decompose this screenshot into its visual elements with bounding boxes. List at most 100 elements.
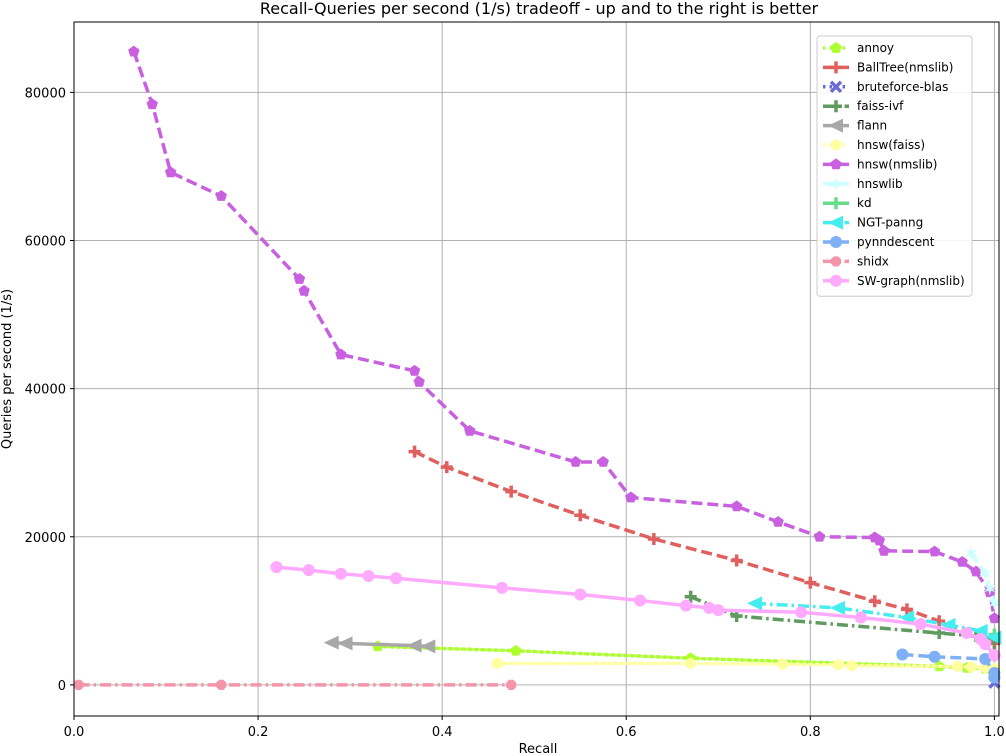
data-point-hnsw-nmslib bbox=[164, 166, 177, 178]
data-point-hnsw-nmslib bbox=[730, 500, 743, 512]
data-point-balltree-nmslib bbox=[647, 532, 660, 545]
data-point-hnsw-faiss bbox=[685, 657, 696, 670]
legend-label-annoy: annoy bbox=[857, 41, 894, 55]
y-tick-label: 80000 bbox=[25, 86, 66, 101]
legend-item-hnsw-faiss: hnsw(faiss) bbox=[823, 138, 925, 152]
data-point-hnsw-faiss bbox=[966, 661, 977, 674]
data-point-sw-graph-nmslib bbox=[988, 649, 1001, 662]
data-point-hnsw-faiss bbox=[846, 659, 857, 672]
data-point-sw-graph-nmslib bbox=[979, 638, 992, 651]
y-tick-label: 60000 bbox=[25, 234, 66, 249]
legend-item-flann: flann bbox=[823, 118, 887, 133]
data-point-hnsw-nmslib bbox=[813, 530, 826, 542]
data-point-balltree-nmslib bbox=[868, 595, 881, 608]
data-point-hnsw-faiss bbox=[832, 658, 844, 671]
data-point-sw-graph-nmslib bbox=[795, 606, 808, 619]
legend-item-pynndescent: pynndescent bbox=[823, 235, 935, 249]
data-point-hnswlib bbox=[979, 566, 992, 581]
data-point-annoy bbox=[510, 644, 522, 656]
data-point-hnsw-nmslib bbox=[146, 98, 158, 110]
data-point-hnswlib bbox=[965, 546, 978, 561]
legend-item-annoy: annoy bbox=[823, 41, 894, 55]
data-point-hnsw-nmslib bbox=[988, 612, 1001, 624]
x-tick-label: 1.0 bbox=[984, 725, 1005, 740]
data-point-pynndescent bbox=[979, 652, 992, 665]
data-point-sw-graph-nmslib bbox=[334, 567, 347, 580]
data-point-balltree-nmslib bbox=[440, 461, 453, 474]
series-line-hnswlib bbox=[969, 552, 997, 604]
data-point-ngt-panng bbox=[829, 600, 845, 615]
data-point-flann bbox=[337, 636, 353, 651]
legend-marker-hnswlib bbox=[829, 176, 843, 191]
legend-box bbox=[816, 35, 973, 297]
data-point-hnsw-nmslib bbox=[878, 544, 890, 556]
x-tick-label: 0.8 bbox=[800, 725, 821, 740]
series-layer bbox=[73, 45, 1002, 690]
data-point-flann bbox=[420, 639, 436, 654]
data-point-ngt-panng bbox=[898, 610, 914, 625]
data-point-balltree-nmslib bbox=[804, 576, 817, 589]
legend-label-flann: flann bbox=[857, 119, 887, 133]
axis-ticks: 0.0 0.2 0.4 0.6 0.8 1.0 0 20000 40000 60000 80000 bbox=[25, 86, 1005, 740]
legend-marker-shidx bbox=[830, 256, 842, 267]
legend-marker-ngt-panng bbox=[828, 215, 843, 230]
series-hnswlib bbox=[965, 546, 1001, 611]
legend-marker-hnsw-nmslib bbox=[830, 158, 842, 170]
data-point-sw-graph-nmslib bbox=[703, 601, 716, 614]
legend-label-pynndescent: pynndescent bbox=[857, 235, 935, 249]
legend-marker-pynndescent bbox=[830, 236, 842, 248]
legend-marker-sw-graph-nmslib bbox=[830, 274, 842, 287]
series-shidx bbox=[73, 679, 517, 690]
legend-label-ngt-panng: NGT-panng bbox=[857, 216, 923, 230]
data-point-pynndescent bbox=[896, 648, 909, 661]
data-point-balltree-nmslib bbox=[408, 445, 421, 458]
data-point-balltree-nmslib bbox=[730, 554, 743, 567]
data-point-hnsw-faiss bbox=[952, 660, 963, 673]
legend-item-kd: kd bbox=[823, 196, 872, 210]
legend: annoy BallTree(nmslib) bruteforce-blas fais… bbox=[816, 35, 973, 297]
data-point-sw-graph-nmslib bbox=[390, 572, 403, 585]
legend-item-ngt-panng: NGT-panng bbox=[823, 215, 923, 230]
legend-label-hnsw-faiss: hnsw(faiss) bbox=[857, 138, 925, 152]
data-point-sw-graph-nmslib bbox=[712, 604, 725, 617]
data-point-hnsw-nmslib bbox=[464, 424, 476, 436]
y-axis-title: Queries per second (1/s) bbox=[0, 289, 15, 449]
data-point-shidx bbox=[216, 679, 227, 690]
data-point-sw-graph-nmslib bbox=[960, 627, 973, 640]
legend-label-hnsw-nmslib: hnsw(nmslib) bbox=[857, 157, 937, 171]
legend-label-bruteforce-blas: bruteforce-blas bbox=[857, 80, 948, 94]
data-point-hnsw-nmslib bbox=[625, 491, 637, 503]
data-point-faiss-ivf bbox=[684, 590, 697, 603]
data-point-flann bbox=[323, 635, 339, 650]
data-point-hnsw-nmslib bbox=[408, 364, 421, 376]
legend-label-sw-graph-nmslib: SW-graph(nmslib) bbox=[857, 274, 965, 288]
data-point-hnsw-nmslib bbox=[293, 273, 306, 284]
data-point-balltree-nmslib bbox=[900, 603, 913, 616]
data-point-sw-graph-nmslib bbox=[680, 599, 693, 612]
data-point-sw-graph-nmslib bbox=[362, 570, 375, 583]
series-ngt-panng bbox=[747, 596, 1002, 645]
y-tick-label: 0 bbox=[58, 679, 66, 694]
data-point-hnsw-nmslib bbox=[298, 284, 310, 296]
data-point-hnswlib bbox=[988, 596, 1001, 611]
data-point-sw-graph-nmslib bbox=[302, 564, 315, 577]
data-point-hnsw-nmslib bbox=[928, 545, 941, 557]
data-point-hnsw-nmslib bbox=[970, 565, 982, 577]
data-point-sw-graph-nmslib bbox=[914, 618, 927, 631]
data-point-hnsw-nmslib bbox=[215, 190, 227, 201]
data-point-hnsw-nmslib bbox=[569, 455, 582, 467]
legend-marker-annoy bbox=[830, 42, 842, 53]
data-point-flann bbox=[406, 638, 422, 653]
data-point-hnsw-nmslib bbox=[128, 45, 140, 57]
series-sw-graph-nmslib bbox=[270, 561, 1001, 662]
legend-label-balltree-nmslib: BallTree(nmslib) bbox=[857, 60, 953, 74]
y-tick-label: 40000 bbox=[25, 383, 66, 398]
data-point-sw-graph-nmslib bbox=[634, 594, 647, 607]
data-point-hnsw-nmslib bbox=[413, 375, 425, 387]
data-point-hnswlib bbox=[983, 581, 996, 596]
data-point-ngt-panng bbox=[986, 630, 1002, 645]
legend-marker-hnsw-faiss bbox=[830, 139, 842, 151]
data-point-shidx bbox=[506, 679, 517, 690]
data-point-pynndescent bbox=[928, 650, 941, 663]
data-point-hnsw-nmslib bbox=[597, 455, 609, 467]
